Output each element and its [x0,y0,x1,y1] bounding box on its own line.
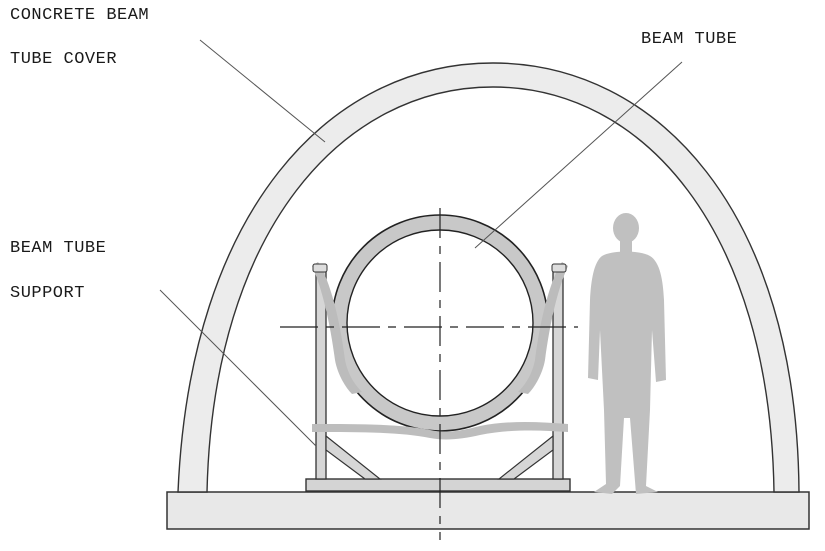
label-beam-tube: BEAM TUBE [641,30,738,49]
leader-line-tube [474,61,683,249]
support-strap-right [518,262,568,394]
support-post-cap-left [312,263,328,273]
support-post-cap-right [551,263,567,273]
support-base-plate [305,478,571,492]
concrete-floor-slab [166,491,810,530]
support-strap-left [312,262,362,394]
concrete-arch-cover [177,62,800,493]
support-brace-left [325,434,382,480]
label-concrete-beam: CONCRETE BEAM [10,6,150,25]
support-brace-right [497,434,554,480]
leader-line-cover [199,39,326,143]
human-scale-silhouette [588,213,666,494]
support-cradle [312,422,568,440]
label-beam-tube-support-line2: SUPPORT [10,284,85,303]
label-tube-cover: TUBE COVER [10,50,118,69]
leader-line-support [159,289,317,447]
label-beam-tube-support-line1: BEAM TUBE [10,239,107,258]
